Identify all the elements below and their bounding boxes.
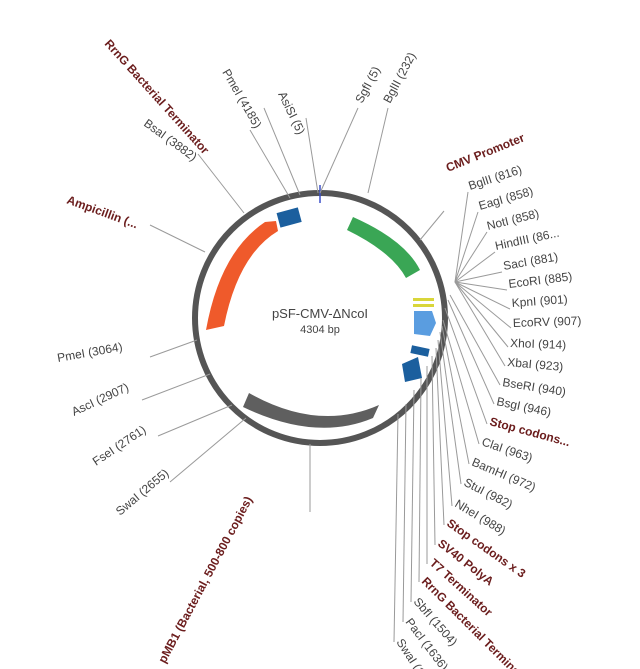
leader-sgfi [319,107,359,194]
leader-stop1 [444,307,488,425]
cmv-enhancer-arrow[interactable] [414,311,436,336]
label-swai-2655[interactable]: SwaI (2655) [113,466,172,518]
rrng-terminator-block-top[interactable] [276,207,302,228]
leader-eagi [454,211,479,283]
label-asisi[interactable]: AsiSI (5) [275,89,308,136]
leader-asisi [305,117,319,194]
leader-bamhi [441,325,470,465]
ori-arc[interactable] [243,393,379,428]
label-noti[interactable]: NotI (858) [485,206,540,232]
leader-stui [439,331,462,485]
leader-bseri [449,294,501,386]
leader-rrng-bottom [418,377,422,583]
stop-codon-mark-2 [413,304,434,307]
label-pmb1[interactable]: pMB1 (Bacterial, 500-800 copies) [155,494,255,665]
leader-bglii-816 [454,191,469,283]
plasmid-name: pSF-CMV-ΔNcoI [272,306,368,321]
label-pmei-3064[interactable]: PmeI (3064) [56,340,123,365]
label-ecori[interactable]: EcoRI (885) [508,269,573,291]
label-asci[interactable]: AscI (2907) [69,380,131,419]
leader-xhoi [454,281,509,348]
rrng-terminator-block-bottom[interactable] [402,357,422,382]
label-xbai[interactable]: XbaI (923) [507,355,564,374]
leader-sv40 [431,355,436,546]
leader-pmei-4185 [263,107,301,196]
leader-bsgi [447,299,495,405]
leader-ampicillin [149,224,206,253]
leader-clai [442,319,480,445]
label-pmei-4185[interactable]: PmeI (4185) [219,67,264,131]
label-fsei[interactable]: FseI (2761) [90,423,149,469]
leader-fsei [157,404,233,437]
leader-noti [454,231,488,283]
leader-swai-2655 [169,417,247,483]
leader-bglii-232 [367,107,389,194]
leader-swai-1762 [393,413,399,643]
leader-xbai [454,281,506,367]
label-ecorv[interactable]: EcoRV (907) [513,314,582,330]
label-saci[interactable]: SacI (881) [502,250,559,273]
leader-nhei [437,339,453,507]
label-rrng-top[interactable]: RrnG Bacterial Terminator [102,37,212,157]
leader-paci [402,403,407,623]
label-bglii-232[interactable]: BglII (232) [380,50,418,105]
label-hindiii[interactable]: HindIII (86... [494,226,561,253]
sv40-polya-block[interactable] [410,345,430,357]
leader-kpni [454,281,511,310]
leader-stop3 [435,347,445,526]
stop-codon-mark-1 [413,298,434,301]
leader-ecorv [454,281,512,329]
leader-hindiii [454,251,496,283]
cmv-promoter-arrow[interactable] [347,217,420,278]
leader-saci [454,271,503,283]
leader-pmei-3064 [149,339,198,358]
label-xhoi[interactable]: XhoI (914) [510,336,567,352]
leader-sbfi [410,389,415,603]
label-bseri[interactable]: BseRI (940) [502,375,567,399]
leader-rrng-top [249,129,291,199]
label-sgfi[interactable]: SgfI (5) [352,64,383,105]
leader-cmv [419,210,445,241]
leader-bsai [197,153,245,214]
leader-asci [141,373,211,401]
ampicillin-arrow[interactable] [206,221,278,330]
label-ampicillin[interactable]: Ampicillin (... [65,193,140,232]
plasmid-size: 4304 bp [300,324,340,336]
leader-ecori [454,281,508,291]
label-kpni[interactable]: KpnI (901) [511,292,568,310]
label-bsgi[interactable]: BsgI (946) [495,394,552,419]
